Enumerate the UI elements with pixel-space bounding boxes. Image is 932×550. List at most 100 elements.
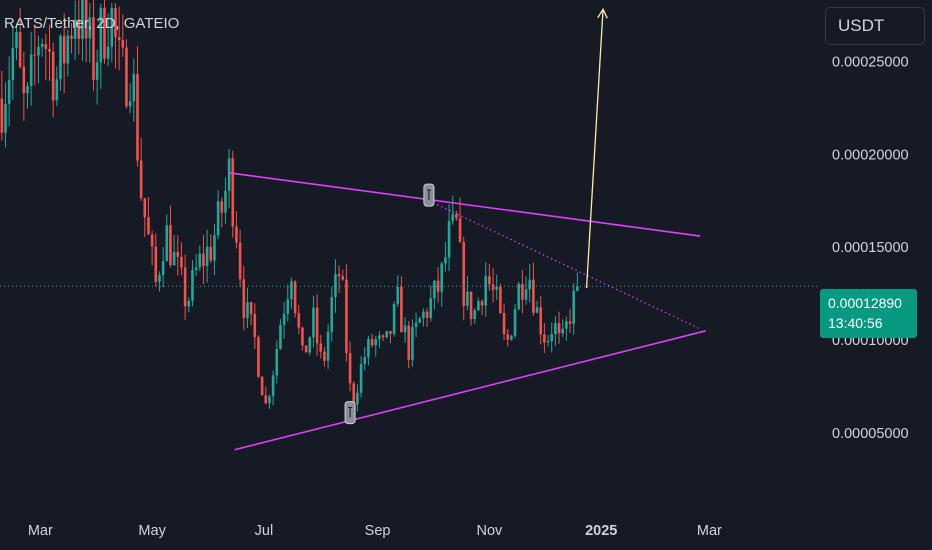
candle-body: [572, 290, 576, 324]
candle-body: [26, 85, 29, 94]
candle-body: [521, 283, 524, 300]
candle-body: [139, 160, 143, 199]
candle-body: [92, 17, 95, 80]
candle-body: [117, 37, 121, 41]
candle-body: [110, 8, 114, 47]
candle-body: [502, 312, 506, 335]
candle-body: [132, 74, 136, 102]
x-tick-label: Sep: [365, 523, 391, 539]
candle-body: [429, 298, 433, 318]
candle-body: [95, 62, 99, 80]
currency-button[interactable]: USDT: [825, 7, 925, 45]
last-price-badge: 0.00012890 13:40:56: [820, 289, 917, 338]
candle-body: [77, 19, 81, 39]
candle-body: [462, 241, 466, 306]
candle-body: [312, 307, 315, 338]
candle-body: [513, 309, 517, 336]
candle-body: [451, 214, 455, 221]
candle-body: [282, 313, 286, 325]
candle-body: [147, 217, 150, 235]
candle-body: [55, 79, 59, 101]
candle-body: [385, 331, 389, 338]
candle-body: [161, 261, 165, 276]
candle-body: [209, 246, 213, 261]
candle-body: [121, 40, 125, 48]
candle-body: [308, 337, 312, 353]
projection-arrow[interactable]: [585, 9, 604, 289]
candle-body: [59, 35, 62, 80]
candle-body: [176, 251, 180, 257]
dotted-trendline[interactable]: [428, 200, 701, 330]
candle-body: [484, 276, 488, 306]
projection-arrow-head: [597, 7, 608, 19]
candle-body: [535, 307, 539, 313]
candle-body: [403, 325, 407, 333]
candle-body: [125, 47, 128, 107]
candle-body: [213, 235, 216, 261]
candle-body: [293, 281, 297, 314]
candle-body: [319, 343, 323, 352]
candle-body: [440, 263, 444, 292]
candle-body: [491, 284, 495, 290]
candle-body: [191, 270, 194, 301]
candle-body: [363, 357, 367, 365]
candle-body: [389, 331, 392, 335]
candle-body: [345, 279, 348, 354]
candle-body: [546, 341, 550, 343]
candle-body: [183, 267, 187, 307]
candle-body: [301, 327, 304, 346]
candle-body: [407, 325, 411, 360]
candle-body: [275, 348, 279, 376]
candle-body: [565, 321, 568, 329]
y-tick-label: 0.00015000: [832, 240, 909, 256]
candle-body: [15, 32, 18, 48]
price-axis[interactable]: 0.000250000.000200000.000150000.00010000…: [832, 54, 909, 442]
candle-body: [414, 322, 418, 328]
x-tick-label: Nov: [477, 523, 504, 539]
candle-body: [88, 17, 92, 39]
candle-body: [510, 335, 513, 340]
candle-body: [499, 286, 502, 313]
candle-body: [103, 7, 106, 59]
candle-body: [62, 35, 66, 64]
candle-body: [29, 54, 33, 86]
candle-body: [418, 318, 422, 323]
candle-body: [114, 8, 117, 38]
candle-body: [128, 101, 132, 107]
x-tick-label: Mar: [697, 523, 722, 539]
candle-body: [136, 74, 139, 161]
drawing-layer: [229, 7, 706, 451]
candle-body: [172, 251, 176, 266]
candle-body: [260, 376, 264, 396]
candle-body: [290, 281, 293, 300]
candle-body: [187, 300, 191, 307]
candle-body: [198, 253, 202, 268]
candle-body: [227, 158, 231, 191]
x-tick-label: 2025: [585, 523, 617, 539]
candle-body: [524, 289, 528, 300]
x-tick-label: Jul: [255, 523, 274, 539]
candle-body: [154, 246, 158, 282]
candle-body: [480, 301, 484, 306]
candle-body: [194, 267, 198, 271]
symbol-title: RATS/Tether, 2D, GATEIO: [4, 15, 180, 32]
lower-trendline[interactable]: [234, 330, 706, 451]
candle-body: [488, 276, 491, 285]
candle-body: [576, 286, 579, 291]
candle-body: [381, 335, 385, 338]
candle-body: [352, 383, 356, 405]
y-tick-label: 0.00020000: [832, 147, 909, 163]
candle-body: [242, 279, 246, 319]
candle-body: [356, 392, 359, 405]
candle-body: [506, 334, 510, 340]
candle-body: [436, 280, 440, 292]
candle-body: [400, 286, 403, 333]
candle-body: [568, 321, 572, 324]
x-tick-label: May: [138, 523, 166, 539]
upper-trendline[interactable]: [229, 172, 701, 237]
candle-body: [205, 246, 209, 267]
candle-body: [33, 54, 37, 56]
candle-body: [48, 48, 51, 52]
time-axis[interactable]: Mar May Jul Sep Nov 2025 Mar: [28, 523, 722, 539]
